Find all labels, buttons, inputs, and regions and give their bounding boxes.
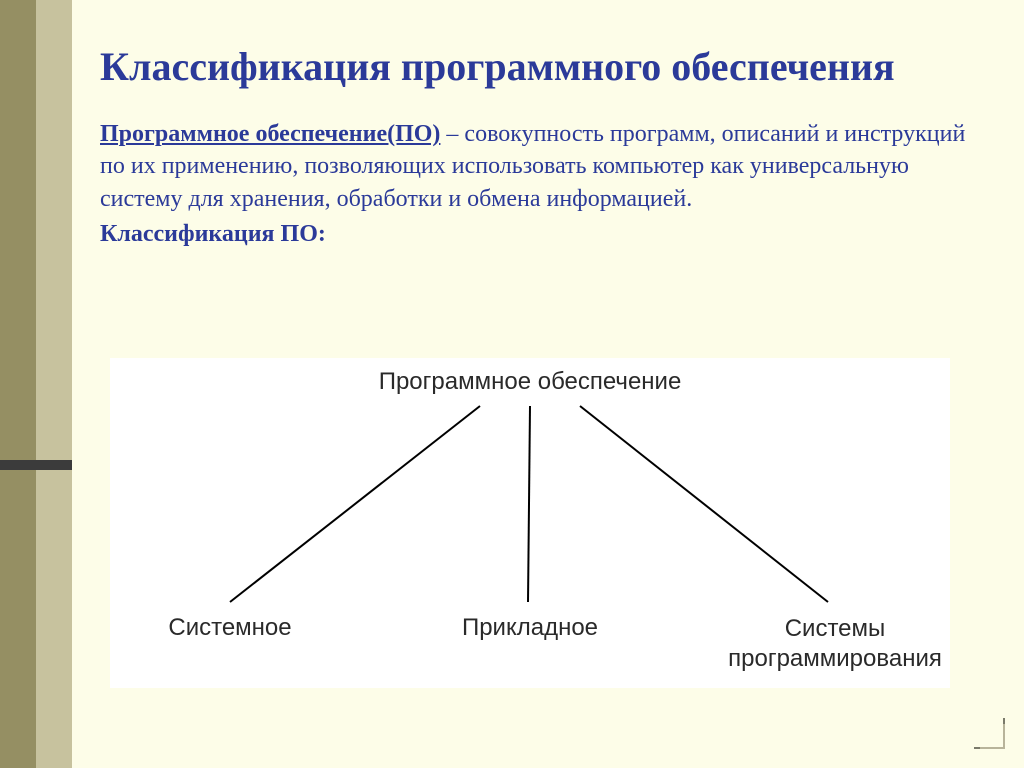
diagram-leaf-application: Прикладное xyxy=(430,614,630,642)
slide-content: Классификация программного обеспечения П… xyxy=(100,44,980,248)
classification-diagram: Программное обеспечение Системное Прикла… xyxy=(110,358,950,688)
definition-term: Программное обеспечение(ПО) xyxy=(100,121,440,147)
classification-heading: Классификация ПО: xyxy=(100,221,980,248)
slide-title: Классификация программного обеспечения xyxy=(100,44,980,90)
diagram-leaf-system: Системное xyxy=(130,614,330,642)
diagram-edge xyxy=(230,406,480,602)
sidebar-stripe-dark xyxy=(0,0,36,768)
sidebar-stripe-light xyxy=(36,0,72,768)
page-corner-icon xyxy=(972,716,1006,750)
diagram-leaf-programming-systems: Системы программирования xyxy=(720,614,950,674)
sidebar-accent-bar xyxy=(0,460,72,470)
diagram-edge xyxy=(580,406,828,602)
diagram-edge xyxy=(528,406,530,602)
definition-paragraph: Программное обеспечение(ПО) – совокупнос… xyxy=(100,118,980,215)
